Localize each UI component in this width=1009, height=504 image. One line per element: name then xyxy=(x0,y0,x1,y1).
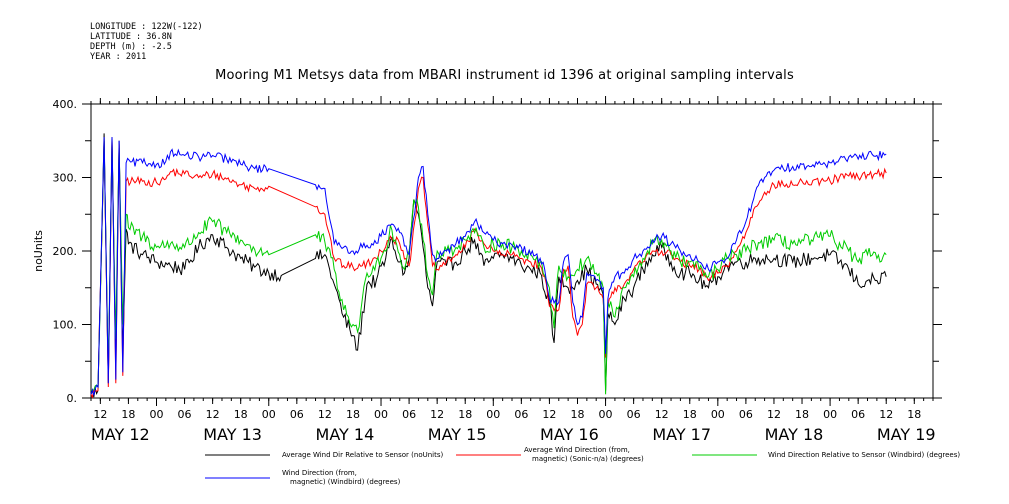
series-group xyxy=(90,133,887,399)
x-tick-label: 00 xyxy=(149,408,163,421)
x-tick-label: 00 xyxy=(823,408,837,421)
x-tick-label: 06 xyxy=(627,408,641,421)
y-tick-label: 300. xyxy=(53,172,78,185)
x-tick-label: 06 xyxy=(514,408,528,421)
plot-frame xyxy=(90,103,934,399)
x-tick-label: 18 xyxy=(683,408,697,421)
x-tick-label: 06 xyxy=(290,408,304,421)
x-day-label: MAY 16 xyxy=(540,425,599,444)
x-tick-label: 18 xyxy=(121,408,135,421)
series-line-4 xyxy=(90,137,887,396)
x-tick-label: 12 xyxy=(206,408,220,421)
x-tick-label: 06 xyxy=(739,408,753,421)
x-tick-label: 18 xyxy=(570,408,584,421)
legend-label-2: Average Wind Direction (from, xyxy=(524,446,630,454)
chart-title: Mooring M1 Metsys data from MBARI instru… xyxy=(215,68,794,83)
x-day-label: MAY 13 xyxy=(203,425,262,444)
x-day-label: MAY 17 xyxy=(652,425,711,444)
x-tick-label: 18 xyxy=(234,408,248,421)
series-line-2 xyxy=(90,140,887,399)
x-tick-label: 18 xyxy=(458,408,472,421)
latitude-text: LATITUDE : 36.8N xyxy=(90,32,172,42)
x-tick-label: 12 xyxy=(879,408,893,421)
x-day-label: MAY 15 xyxy=(428,425,487,444)
series-line-3 xyxy=(90,140,887,395)
x-tick-label: 12 xyxy=(542,408,556,421)
x-tick-label: 12 xyxy=(318,408,332,421)
x-day-label: MAY 12 xyxy=(91,425,150,444)
legend-label-1: Average Wind Dir Relative to Sensor (noU… xyxy=(282,451,443,459)
legend-label-2: magnetic) (Sonic-n/a) (degrees) xyxy=(532,455,644,463)
x-tick-label: 00 xyxy=(599,408,613,421)
x-tick-label: 18 xyxy=(795,408,809,421)
x-tick-label: 12 xyxy=(767,408,781,421)
y-tick-label: 200. xyxy=(53,245,78,258)
axes-group: 0. 100. 200. 300. 400. 12 18 00 06 12 18 00 06 12 18 00… xyxy=(53,96,942,444)
x-tick-label: 00 xyxy=(374,408,388,421)
x-tick-label: 00 xyxy=(486,408,500,421)
x-tick-label: 00 xyxy=(262,408,276,421)
legend-label-3: Wind Direction Relative to Sensor (Windb… xyxy=(768,451,960,459)
x-tick-label: 00 xyxy=(711,408,725,421)
x-day-label: MAY 14 xyxy=(316,425,375,444)
y-tick-label: 400. xyxy=(53,98,78,111)
x-tick-label: 12 xyxy=(430,408,444,421)
x-tick-label: 12 xyxy=(93,408,107,421)
legend-group: Average Wind Dir Relative to Sensor (noU… xyxy=(205,446,960,486)
y-tick-label: 100. xyxy=(53,319,78,332)
x-tick-label: 06 xyxy=(178,408,192,421)
legend-label-4: magnetic) (Windbird) (degrees) xyxy=(290,478,401,486)
metadata-block: LONGITUDE : 122W(-122) LATITUDE : 36.8N … xyxy=(90,22,203,62)
x-tick-label: 06 xyxy=(402,408,416,421)
legend-label-4: Wind Direction (from, xyxy=(282,469,357,477)
y-axis-label: noUnits xyxy=(32,230,45,272)
x-day-label: MAY 18 xyxy=(765,425,824,444)
year-text: YEAR : 2011 xyxy=(90,52,147,62)
series-line-1 xyxy=(90,133,887,398)
depth-text: DEPTH (m) : -2.5 xyxy=(90,42,172,52)
x-tick-label: 06 xyxy=(851,408,865,421)
longitude-text: LONGITUDE : 122W(-122) xyxy=(90,22,203,32)
y-tick-label: 0. xyxy=(67,392,78,405)
x-day-label: MAY 19 xyxy=(877,425,936,444)
x-tick-label: 12 xyxy=(655,408,669,421)
x-tick-label: 18 xyxy=(907,408,921,421)
x-tick-label: 18 xyxy=(346,408,360,421)
